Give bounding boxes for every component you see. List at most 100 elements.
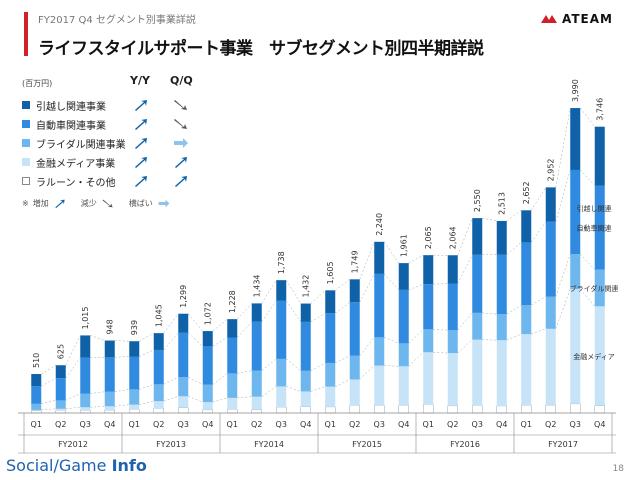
- logo-text: ATEAM: [562, 12, 613, 26]
- arrow-up-icon: [135, 119, 147, 130]
- connector-line: [41, 400, 56, 405]
- connector-line: [188, 396, 203, 403]
- bar-segment: [276, 300, 287, 359]
- arrow-up-icon: [135, 138, 147, 149]
- bar-segment: [276, 406, 287, 414]
- connector-line: [114, 356, 130, 358]
- bar-segment: [153, 333, 164, 350]
- total-label: 3,746: [596, 98, 605, 121]
- quarter-tick-label: Q3: [276, 420, 287, 429]
- bar-segment: [570, 289, 581, 404]
- bar-segment: [153, 384, 164, 402]
- connector-line: [506, 333, 522, 341]
- connector-line: [163, 376, 179, 385]
- connector-line: [359, 273, 375, 303]
- quarter-tick-label: Q3: [472, 420, 483, 429]
- legend-label: ラルーン・その他: [36, 177, 116, 189]
- arrow-up-icon: [175, 176, 187, 187]
- bar-segment: [374, 241, 385, 274]
- arrow-up-icon: [135, 157, 147, 168]
- bar-segment: [447, 283, 458, 331]
- arrow-flat-icon: [158, 199, 170, 208]
- bar-segment: [178, 407, 189, 414]
- connector-line: [90, 406, 105, 408]
- legend-item: ブライダル関連事業: [22, 136, 126, 151]
- connector-line: [261, 300, 277, 322]
- connector-line: [188, 332, 203, 347]
- bar-segment: [398, 366, 409, 406]
- bar-segment: [251, 303, 262, 322]
- connector-line: [408, 352, 424, 367]
- bar-segment: [129, 404, 140, 410]
- bar-segment: [374, 273, 385, 338]
- note-down-label: 減少: [80, 199, 97, 208]
- bar-segment: [300, 370, 311, 392]
- total-label: 1,749: [351, 250, 360, 273]
- connector-line: [237, 303, 252, 320]
- connector-line: [359, 241, 375, 280]
- bar-segment: [447, 353, 458, 406]
- bar-segment: [300, 391, 311, 407]
- quarter-tick-label: Q3: [178, 420, 189, 429]
- bar-segment: [251, 321, 262, 371]
- bar-segment: [129, 356, 140, 390]
- bar-segment: [276, 386, 287, 408]
- bar-segment: [80, 357, 91, 394]
- connector-line: [163, 332, 179, 351]
- bar-segment: [80, 407, 91, 411]
- bar-segment: [104, 340, 115, 358]
- total-label: 2,652: [522, 181, 531, 204]
- bar-segment: [545, 221, 556, 297]
- bar-segment: [153, 401, 164, 409]
- connector-line: [555, 169, 571, 222]
- quarter-tick-label: Q1: [325, 420, 336, 429]
- quarter-tick-label: Q4: [104, 420, 115, 429]
- bar-segment: [447, 255, 458, 284]
- bar-segment: [202, 409, 213, 414]
- bar-segment: [202, 331, 213, 347]
- connector-line: [237, 321, 252, 338]
- legend-item: ラルーン・その他: [22, 174, 116, 189]
- bar-segment: [178, 332, 189, 378]
- connector-line: [310, 313, 326, 323]
- connector-line: [139, 400, 154, 405]
- bar-segment: [80, 335, 91, 358]
- bar-segment: [104, 357, 115, 392]
- connector-line: [212, 318, 228, 332]
- bar-segment: [104, 406, 115, 411]
- connector-line: [310, 290, 326, 304]
- connector-line: [139, 384, 154, 390]
- bar-segment: [423, 284, 434, 330]
- bar-segment: [325, 406, 336, 414]
- connector-line: [506, 242, 522, 255]
- connector-line: [457, 218, 473, 256]
- year-tick-label: FY2014: [254, 440, 284, 449]
- quarter-tick-label: Q2: [153, 420, 164, 429]
- connector-line: [555, 253, 571, 297]
- connector-line: [384, 241, 399, 264]
- series-label: 引越し関連: [577, 204, 612, 213]
- bar-segment: [129, 341, 140, 357]
- legend-item: 金融メディア事業: [22, 155, 115, 170]
- quarter-tick-label: Q4: [398, 420, 409, 429]
- note-flat-label: 横ばい: [128, 199, 153, 208]
- arrow-down-icon: [174, 100, 187, 110]
- quarter-tick-label: Q4: [300, 420, 311, 429]
- bar-segment: [398, 289, 409, 344]
- bar-segment: [349, 279, 360, 303]
- bar-segment: [496, 405, 507, 414]
- bar-segment: [545, 187, 556, 222]
- bar-segment: [521, 404, 532, 414]
- legend-swatch: [22, 139, 30, 147]
- bar-segment: [325, 386, 336, 407]
- total-label: 1,605: [326, 261, 335, 284]
- bar-segment: [521, 242, 532, 306]
- bar-segment: [300, 321, 311, 371]
- connector-line: [335, 379, 350, 387]
- connector-line: [433, 329, 448, 331]
- bar-segment: [80, 393, 91, 408]
- page-number: 18: [612, 464, 624, 474]
- connector-line: [457, 312, 473, 331]
- connector-line: [457, 339, 473, 354]
